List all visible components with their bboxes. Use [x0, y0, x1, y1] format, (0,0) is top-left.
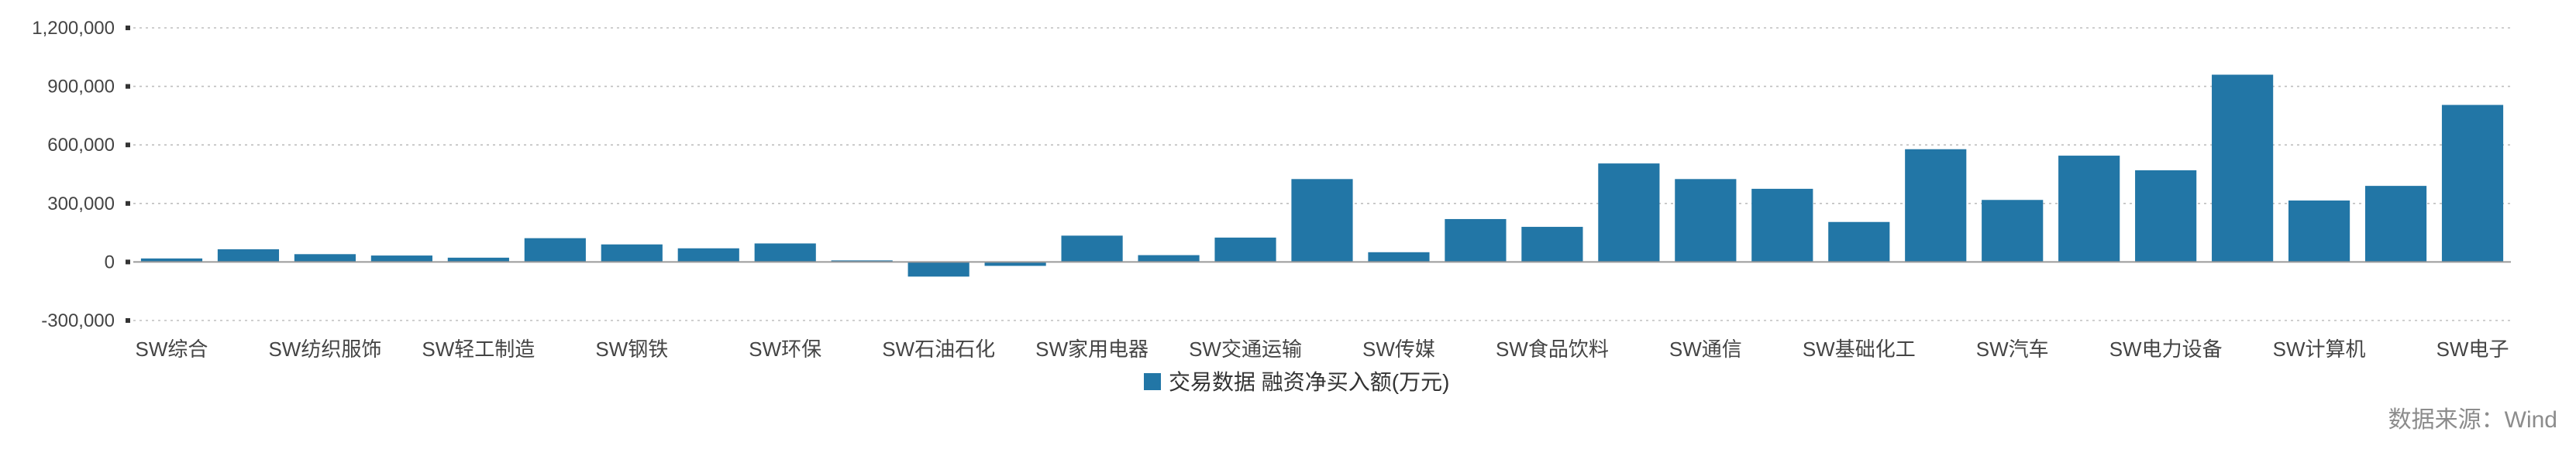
bar: [1368, 252, 1430, 262]
bars: [140, 74, 2504, 277]
x-tick-label: SW通信: [1669, 338, 1742, 361]
bar: [984, 262, 1046, 266]
bar: [1291, 179, 1353, 262]
bar: [1138, 255, 1200, 262]
bar: [2135, 170, 2197, 262]
bar: [217, 249, 280, 262]
bar: [907, 262, 969, 277]
bar: [370, 255, 432, 262]
y-tick-mark: [126, 259, 130, 265]
y-tick-label: 1,200,000: [32, 18, 115, 39]
y-tick-mark: [126, 26, 130, 30]
legend-swatch: [1144, 373, 1161, 390]
x-tick-label: SW传媒: [1362, 338, 1435, 361]
bar: [831, 260, 893, 262]
bar: [1598, 163, 1660, 262]
bar: [677, 248, 739, 262]
y-tick-mark: [126, 142, 130, 148]
x-tick-label: SW计算机: [2273, 338, 2366, 361]
y-tick-mark: [126, 318, 130, 323]
y-tick-label: 0: [105, 252, 115, 272]
x-tick-label: SW石油石化: [882, 338, 995, 361]
x-tick-label: SW基础化工: [1803, 338, 1916, 361]
bar: [524, 238, 586, 262]
bar: [447, 257, 509, 262]
y-tick-label: 300,000: [47, 194, 115, 214]
bar: [1982, 200, 2044, 262]
bar: [1905, 149, 1967, 262]
legend-label: 交易数据 融资净买入额(万元): [1169, 370, 1449, 394]
bar: [140, 258, 203, 262]
y-tick-label: 900,000: [47, 77, 115, 98]
x-tick-label: SW电子: [2437, 338, 2509, 361]
y-tick-mark: [126, 84, 130, 89]
y-tick-label: 600,000: [47, 135, 115, 156]
x-tick-label: SW轻工制造: [422, 338, 535, 361]
bar: [1061, 235, 1123, 262]
x-tick-label: SW交通运输: [1189, 338, 1302, 361]
axes: [126, 26, 2511, 323]
bar: [1214, 237, 1276, 262]
x-tick-label: SW钢铁: [595, 338, 668, 361]
bar: [2364, 186, 2427, 262]
bar: [2058, 156, 2120, 262]
bar: [2441, 105, 2504, 262]
y-tick-label: -300,000: [41, 310, 115, 331]
bar: [294, 254, 356, 262]
y-tick-mark: [126, 201, 130, 206]
x-tick-label: SW食品饮料: [1496, 338, 1609, 361]
bar: [2288, 201, 2350, 262]
bar: [1828, 221, 1890, 262]
x-tick-label: SW家用电器: [1035, 338, 1149, 361]
bar: [1751, 188, 1813, 262]
tick-labels: -300,000 0 300,000 600,000 900,000 1,200,000 S…: [32, 18, 2509, 361]
legend: 交易数据 融资净买入额(万元): [1144, 370, 1449, 394]
x-tick-label: SW综合: [136, 338, 208, 361]
bar: [2212, 74, 2274, 262]
x-tick-label: SW电力设备: [2109, 338, 2223, 361]
x-tick-label: SW环保: [749, 338, 821, 361]
x-tick-label: SW纺织服饰: [268, 338, 381, 361]
x-tick-label: SW汽车: [1976, 338, 2049, 361]
bar: [754, 243, 816, 262]
bar: [601, 244, 663, 262]
bar: [1521, 227, 1583, 262]
source-note: 数据来源：Wind: [2388, 407, 2557, 433]
bar: [1675, 179, 1737, 262]
bar: [1445, 218, 1507, 262]
